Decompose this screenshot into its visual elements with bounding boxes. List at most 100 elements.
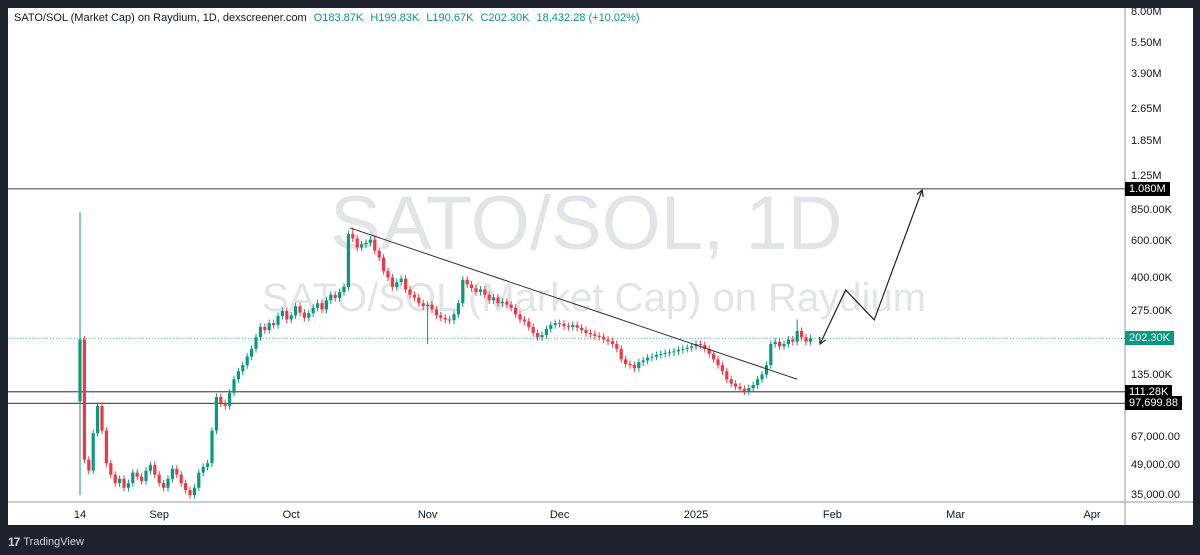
candle-body (417, 297, 421, 304)
candle-body (474, 288, 478, 293)
candle-body (795, 330, 799, 342)
candle-body (764, 365, 768, 375)
candle-body (382, 257, 386, 272)
candle-body (681, 348, 685, 350)
y-tick-label: 275.00K (1131, 304, 1172, 317)
candle-body (109, 463, 113, 475)
candle-body (492, 297, 496, 301)
candle-body (773, 341, 777, 344)
candle-body (162, 483, 166, 488)
candle-body (412, 294, 416, 298)
candle-body (126, 483, 130, 488)
candle-body (153, 465, 157, 475)
candle-body (131, 472, 135, 484)
candle-body (650, 356, 654, 358)
candle-body (118, 478, 122, 484)
candle-body (395, 282, 399, 287)
last-price-badge: 202.30K (1125, 331, 1174, 346)
candle-body (263, 326, 267, 331)
candle-body (720, 365, 724, 372)
candle-body (624, 359, 628, 364)
candle-body (241, 365, 245, 372)
candle-body (588, 332, 592, 335)
candle-body (206, 463, 210, 467)
candle-body (470, 284, 474, 289)
candle-body (329, 294, 333, 301)
candle-body (478, 289, 482, 293)
candle-body (368, 239, 372, 243)
candle-body (408, 289, 412, 295)
candle-body (716, 359, 720, 366)
candle-body (575, 325, 579, 328)
candle-body (690, 346, 694, 348)
x-tick-label: 14 (73, 509, 87, 521)
level-price-badge: 97,699.88 (1125, 396, 1182, 411)
candle-body (214, 396, 218, 431)
candle-body (544, 328, 548, 336)
y-tick-label: 600.00K (1131, 235, 1172, 248)
y-tick-label: 1.85M (1131, 134, 1162, 147)
candle-body (364, 242, 368, 245)
candle-body (91, 433, 95, 471)
candle-body (386, 271, 390, 278)
candle-body (276, 315, 280, 326)
candle-body (236, 371, 240, 380)
candle-body (725, 371, 729, 380)
legend-high: H199.83K (370, 12, 420, 24)
legend-close: C202.30K (480, 12, 530, 24)
candle-body (698, 343, 702, 345)
candle-body (228, 392, 232, 406)
y-tick-label: 35,000.00 (1131, 489, 1180, 502)
candle-body (597, 335, 601, 337)
x-tick-label: Apr (1083, 509, 1101, 521)
candle-body (184, 483, 188, 491)
tradingview-brand[interactable]: 17 TradingView (8, 535, 84, 549)
brand-name: TradingView (23, 536, 84, 548)
candle-body (250, 348, 254, 357)
candle-body (434, 309, 438, 316)
y-tick-label: 400.00K (1131, 271, 1172, 284)
candle-body (157, 474, 161, 484)
candle-body (166, 478, 170, 488)
candle-body (192, 487, 196, 496)
candle-body (782, 343, 786, 347)
x-tick-label: Dec (549, 509, 570, 521)
x-tick-label: Nov (417, 509, 438, 521)
candle-body (298, 306, 302, 313)
candle-body (430, 304, 434, 310)
candle-body (487, 294, 491, 301)
candle-body (734, 383, 738, 387)
candle-body (346, 234, 350, 287)
candle-body (549, 325, 553, 329)
candle-body (113, 474, 117, 484)
y-tick-label: 850.00K (1131, 204, 1172, 217)
candle-body (197, 472, 201, 488)
candle-body (223, 403, 227, 406)
candle-body (390, 277, 394, 287)
candle-body (580, 327, 584, 331)
candle-body (351, 234, 355, 239)
candle-body (615, 343, 619, 349)
candle-body (188, 490, 192, 496)
candle-body (641, 360, 645, 363)
candle-body (637, 362, 641, 369)
candle-body (778, 341, 782, 347)
x-tick-label: Oct (282, 509, 300, 521)
candle-body (756, 379, 760, 386)
candle-body (747, 388, 751, 392)
y-tick-label: 8.00M (1131, 6, 1162, 18)
y-tick-label: 2.65M (1131, 102, 1162, 115)
candle-body (676, 349, 680, 352)
y-tick-label: 49,000.00 (1131, 459, 1180, 472)
candle-body (373, 239, 377, 251)
candle-body (628, 363, 632, 366)
candle-body (135, 472, 139, 477)
candle-body (448, 319, 452, 321)
candle-body (421, 303, 425, 307)
candle-body (672, 351, 676, 353)
candle-body (514, 307, 518, 315)
candle-body (399, 278, 403, 283)
candle-body (267, 323, 271, 331)
candle-body (668, 352, 672, 354)
